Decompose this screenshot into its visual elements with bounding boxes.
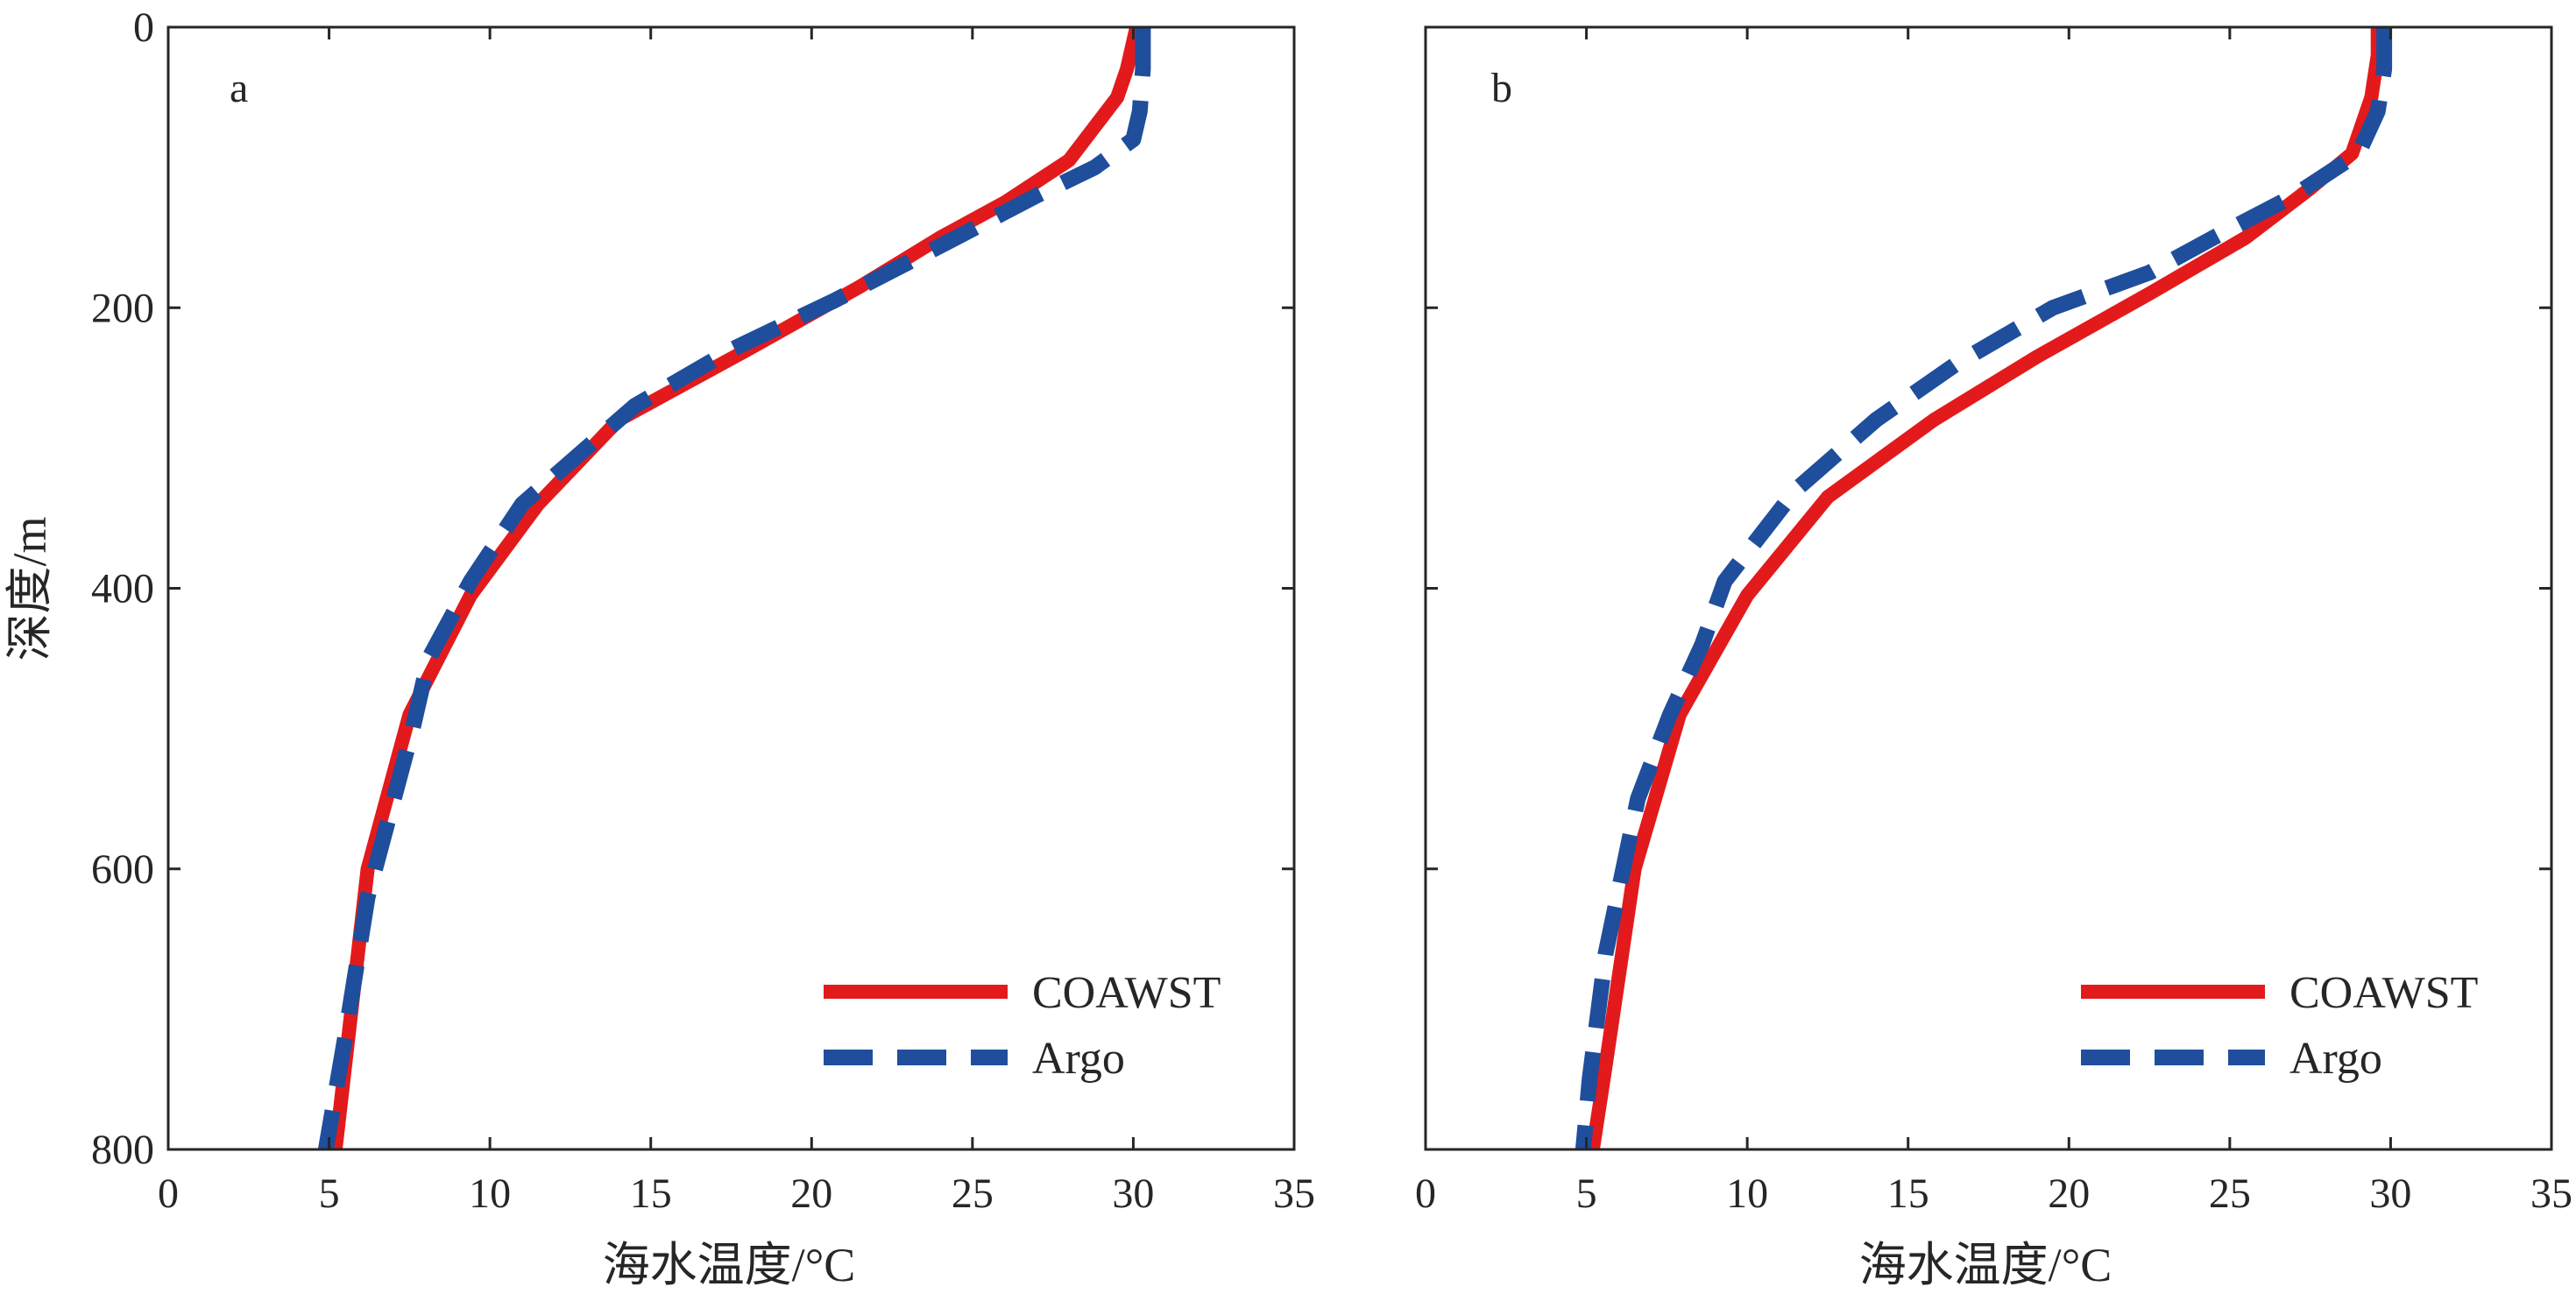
panel-b-xtick-label-0: 0 bbox=[1415, 1170, 1436, 1217]
panel-b-series-coawst-line bbox=[1585, 27, 2385, 1151]
panel-a-xtick-label-10: 10 bbox=[469, 1170, 511, 1217]
panel-a-xtick-label-30: 30 bbox=[1112, 1170, 1154, 1217]
panel-b-xtick-label-15: 15 bbox=[1887, 1170, 1929, 1217]
panel-a-xtick-label-25: 25 bbox=[952, 1170, 994, 1217]
panel-b-xtick-label-30: 30 bbox=[2369, 1170, 2411, 1217]
panel-a-label: a bbox=[230, 65, 248, 111]
panel-a-ytick-label-600: 600 bbox=[91, 846, 154, 893]
panel-a: a 海水温度/°C 深度/m 0 5 10 15 20 25 30 35 0 200 400 600 8… bbox=[4, 4, 1315, 1291]
panel-a-xtick-label-5: 5 bbox=[319, 1170, 340, 1217]
panel-a-series-argo-line bbox=[318, 27, 1151, 1151]
panel-a-ytick-label-0: 0 bbox=[133, 4, 154, 51]
panel-a-xlabel: 海水温度/°C bbox=[603, 1239, 856, 1291]
panel-a-ytick-label-800: 800 bbox=[91, 1127, 154, 1173]
panel-b-xtick-label-10: 10 bbox=[1726, 1170, 1768, 1217]
panel-a-xtick-label-0: 0 bbox=[158, 1170, 179, 1217]
panel-a-xtick-label-15: 15 bbox=[630, 1170, 672, 1217]
panel-b-xtick-label-35: 35 bbox=[2530, 1170, 2572, 1217]
panel-a-legend-label-argo: Argo bbox=[1032, 1034, 1125, 1084]
panel-b: b 海水温度/°C 0 5 10 15 20 25 30 35 COAWST Argo bbox=[1415, 25, 2572, 1291]
panel-b-label: b bbox=[1491, 65, 1512, 111]
panel-a-ylabel: 深度/m bbox=[4, 516, 56, 661]
panel-b-xlabel: 海水温度/°C bbox=[1859, 1239, 2112, 1291]
panel-b-xtick-label-20: 20 bbox=[2048, 1170, 2090, 1217]
panel-a-xtick-label-35: 35 bbox=[1273, 1170, 1315, 1217]
panel-a-ytick-label-400: 400 bbox=[91, 566, 154, 612]
panel-b-legend-label-coawst: COAWST bbox=[2289, 968, 2478, 1018]
panel-b-xtick-label-5: 5 bbox=[1576, 1170, 1597, 1217]
panel-a-ytick-label-200: 200 bbox=[91, 285, 154, 331]
panel-b-xtick-label-25: 25 bbox=[2209, 1170, 2251, 1217]
panel-b-series-argo-line bbox=[1575, 27, 2393, 1150]
panel-a-legend-label-coawst: COAWST bbox=[1032, 968, 1221, 1018]
panel-b-legend-label-argo: Argo bbox=[2289, 1034, 2382, 1084]
panel-a-xtick-label-20: 20 bbox=[790, 1170, 832, 1217]
